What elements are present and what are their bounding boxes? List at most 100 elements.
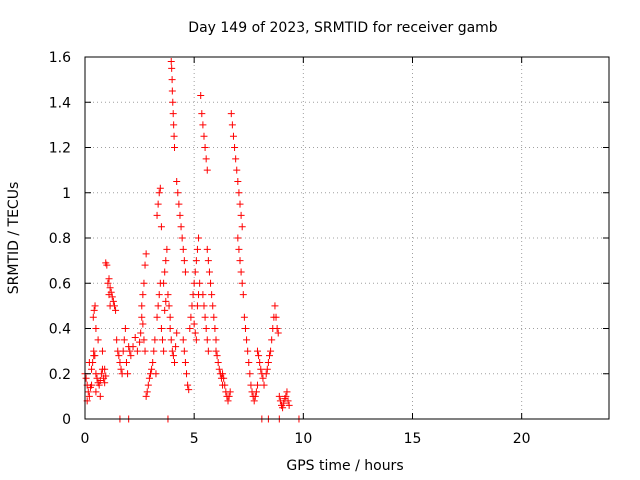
- data-point: [238, 279, 246, 287]
- data-point: [265, 352, 273, 360]
- data-point: [205, 268, 213, 276]
- data-point: [183, 370, 191, 378]
- data-point: [162, 257, 170, 265]
- data-point: [94, 336, 102, 344]
- data-point: [199, 121, 207, 129]
- data-point: [152, 370, 160, 378]
- data-point: [191, 268, 199, 276]
- data-point: [104, 279, 112, 287]
- data-point: [178, 234, 186, 242]
- data-point: [191, 329, 199, 337]
- data-point: [185, 386, 193, 394]
- x-tick-label: 20: [513, 431, 531, 447]
- data-point: [138, 313, 146, 321]
- data-point: [138, 302, 146, 310]
- data-point: [168, 64, 176, 72]
- data-point: [262, 370, 270, 378]
- data-point: [244, 347, 252, 355]
- data-point: [124, 370, 132, 378]
- data-point: [208, 291, 216, 299]
- data-point: [238, 223, 246, 231]
- data-point: [228, 121, 236, 129]
- plot-frame: [84, 56, 610, 420]
- data-point: [250, 397, 258, 405]
- data-point: [103, 261, 111, 269]
- data-point: [169, 110, 177, 118]
- data-point: [117, 365, 125, 373]
- data-point: [256, 358, 264, 366]
- data-point: [153, 313, 161, 321]
- data-point: [142, 250, 150, 258]
- data-point: [193, 302, 201, 310]
- data-point: [88, 381, 96, 389]
- data-point: [180, 257, 188, 265]
- data-point: [102, 372, 110, 380]
- data-point: [119, 347, 127, 355]
- data-point: [247, 381, 255, 389]
- data-point: [271, 302, 279, 310]
- data-point: [186, 325, 194, 332]
- data-point: [203, 166, 211, 174]
- data-point: [236, 200, 244, 208]
- data-point: [140, 336, 148, 344]
- data-point: [107, 288, 115, 296]
- data-point: [282, 392, 290, 400]
- data-point: [162, 297, 170, 305]
- data-point: [199, 291, 207, 299]
- data-point: [195, 234, 203, 242]
- data-point: [155, 189, 163, 197]
- data-point: [159, 336, 167, 344]
- data-point: [167, 336, 175, 344]
- data-point: [126, 347, 134, 355]
- data-point: [101, 365, 109, 373]
- data-point: [233, 166, 241, 174]
- data-point: [97, 370, 105, 378]
- data-point: [211, 325, 219, 332]
- x-tick-label: 15: [404, 431, 422, 447]
- data-point: [192, 257, 200, 265]
- data-point: [136, 338, 144, 346]
- data-point: [210, 313, 218, 321]
- data-point: [177, 223, 185, 231]
- data-point: [225, 392, 233, 400]
- data-point: [170, 132, 178, 140]
- data-point: [173, 329, 181, 337]
- data-point: [174, 189, 182, 197]
- data-point: [229, 132, 237, 140]
- data-point: [122, 358, 130, 366]
- y-axis-label: SRMTID / TECUs: [6, 182, 22, 295]
- data-point: [237, 211, 245, 219]
- data-point: [253, 347, 261, 355]
- grid-lines: [85, 57, 609, 419]
- data-point: [161, 268, 169, 276]
- data-point: [96, 392, 104, 400]
- data-point: [241, 325, 249, 332]
- data-point: [112, 306, 120, 314]
- data-point: [170, 121, 178, 129]
- data-point: [213, 352, 221, 360]
- data-point: [207, 279, 215, 287]
- data-point: [92, 325, 100, 332]
- data-point: [240, 313, 248, 321]
- data-point: [168, 347, 176, 355]
- data-point: [272, 313, 280, 321]
- data-point: [187, 313, 195, 321]
- data-point: [139, 291, 147, 299]
- data-point: [163, 245, 171, 253]
- data-point: [129, 343, 137, 351]
- data-point: [150, 347, 158, 355]
- data-point: [285, 401, 293, 409]
- y-tick-label: 0.8: [49, 231, 71, 247]
- data-point: [259, 374, 267, 382]
- x-tick-label: 5: [190, 431, 199, 447]
- data-point: [245, 358, 253, 366]
- y-tick-label: 1.4: [49, 95, 71, 111]
- data-point: [257, 365, 265, 373]
- y-tick-label: 0.4: [49, 322, 71, 338]
- data-point: [168, 76, 176, 84]
- data-point: [209, 302, 217, 310]
- data-point: [131, 334, 139, 342]
- data-point: [243, 336, 251, 344]
- data-point: [160, 347, 168, 355]
